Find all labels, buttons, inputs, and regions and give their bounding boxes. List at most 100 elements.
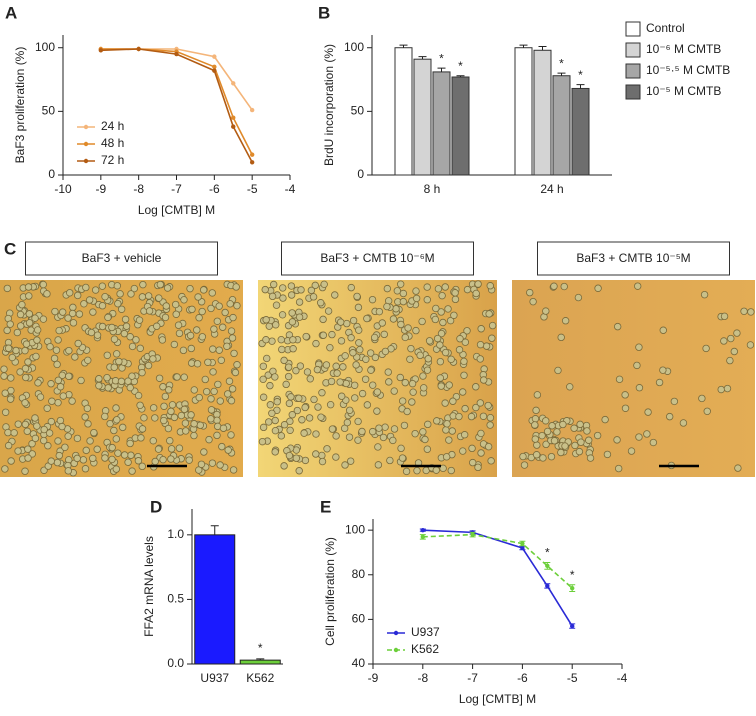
cell: [154, 445, 163, 453]
bar: [394, 47, 413, 176]
cell: [634, 282, 642, 290]
cell: [389, 315, 398, 323]
cell: [262, 316, 270, 324]
cell: [633, 361, 641, 370]
cell: [227, 397, 236, 405]
cell: [461, 404, 469, 413]
cell: [117, 305, 126, 313]
bar: [514, 47, 533, 176]
cell: [172, 310, 180, 318]
cell: [14, 447, 22, 455]
cell: [134, 457, 143, 465]
cell: [208, 289, 216, 297]
cell: [201, 375, 209, 384]
cell: [46, 342, 54, 351]
cell: [33, 422, 41, 430]
cell: [54, 398, 62, 407]
cell: [64, 432, 72, 440]
cell: [145, 307, 154, 315]
cell: [21, 399, 29, 407]
cell: [116, 290, 124, 298]
cell: [56, 416, 65, 425]
cell: [455, 412, 463, 421]
cell: [373, 407, 381, 415]
cell: [389, 436, 397, 445]
y-axis-label: BrdU incorporation (%): [322, 44, 336, 166]
cell: [278, 311, 287, 319]
cell: [702, 344, 710, 353]
cell: [384, 368, 392, 376]
cell: [174, 321, 183, 329]
cell: [665, 412, 674, 421]
error-bar: [418, 56, 427, 60]
cell: [333, 369, 341, 377]
panel-label: C: [4, 239, 16, 258]
cell: [7, 374, 15, 382]
cell: [1, 408, 10, 416]
cell: [266, 401, 275, 409]
y-tick-label: 100: [345, 522, 365, 536]
cell: [438, 291, 446, 300]
cell: [443, 420, 451, 428]
cell: [390, 387, 398, 395]
cell: [317, 413, 325, 421]
cell: [83, 404, 92, 413]
cell: [233, 361, 241, 369]
cell: [485, 310, 493, 318]
cell: [180, 296, 188, 304]
cell: [351, 394, 359, 402]
cell: [531, 415, 540, 423]
cell: [295, 394, 303, 402]
cell: [151, 414, 159, 422]
cell: [138, 425, 147, 433]
cell: [318, 389, 326, 397]
bar: [413, 58, 432, 176]
error-bar: [437, 67, 446, 72]
cell: [553, 428, 561, 436]
x-tick-label: -4: [617, 671, 628, 685]
cell: [726, 356, 734, 365]
cell: [47, 417, 56, 426]
cell: [550, 282, 558, 290]
cell: [277, 335, 285, 344]
point: [470, 532, 475, 537]
cell: [554, 366, 562, 375]
cell: [126, 383, 134, 392]
cell: [300, 429, 308, 437]
cell: [50, 354, 59, 363]
cell: [418, 317, 426, 326]
cell: [386, 456, 394, 465]
cell: [328, 330, 336, 339]
cell: [170, 340, 179, 349]
cell: [175, 329, 184, 338]
cell: [583, 427, 591, 435]
cell: [21, 467, 29, 475]
x-tick-label: -8: [133, 182, 144, 196]
cell: [139, 280, 147, 289]
cell: [43, 404, 51, 412]
cell: [89, 454, 97, 463]
cell: [397, 320, 405, 329]
cell: [412, 326, 420, 335]
cell: [312, 430, 320, 438]
cell: [170, 413, 179, 422]
cell: [187, 411, 195, 419]
cell: [135, 316, 144, 324]
cell: [354, 303, 363, 312]
bar: [194, 534, 236, 665]
cell: [186, 284, 194, 293]
cell: [419, 428, 427, 436]
cell: [149, 355, 157, 363]
cell: [324, 307, 333, 315]
cell: [487, 457, 495, 465]
cell: [446, 316, 455, 325]
cell: [171, 300, 180, 309]
cell: [337, 337, 346, 345]
cell: [463, 285, 472, 294]
cell: [312, 450, 320, 458]
cell: [363, 401, 372, 409]
point: [570, 623, 575, 629]
point: [231, 81, 236, 86]
cell: [374, 443, 382, 451]
cell: [477, 429, 485, 438]
